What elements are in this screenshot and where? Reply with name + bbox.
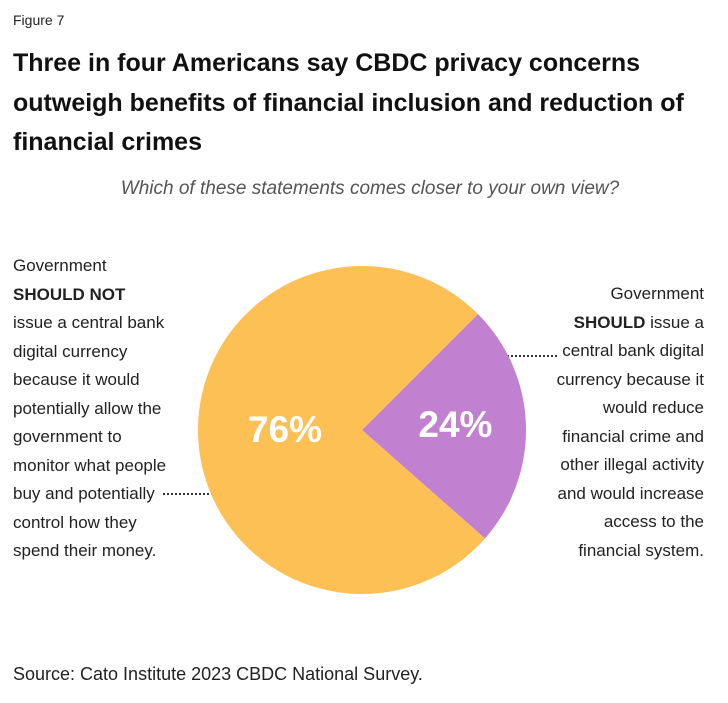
pie-slice [197, 266, 486, 594]
annotation-text: Government [610, 284, 704, 303]
annotation-text: Government [13, 256, 107, 275]
annotation-emphasis: SHOULD [573, 312, 646, 332]
figure-label: Figure 7 [13, 12, 65, 28]
chart-title: Three in four Americans say CBDC privacy… [13, 49, 684, 156]
chart-subtitle: Which of these statements comes closer t… [120, 178, 620, 199]
pie-slice [362, 314, 526, 539]
annotation: Government SHOULD NOT issue a central bank… [13, 252, 181, 566]
annotation-emphasis: SHOULD NOT [13, 284, 126, 304]
value-label: 76% [248, 409, 322, 450]
annotation: Government SHOULD issue a central bank di… [544, 280, 704, 565]
annotation-text: issue a central bank digital currency be… [13, 313, 167, 560]
source-note: Source: Cato Institute 2023 CBDC Nationa… [13, 664, 423, 684]
annotation-text: issue a central bank digital currency be… [556, 312, 704, 560]
value-label: 24% [418, 404, 492, 445]
